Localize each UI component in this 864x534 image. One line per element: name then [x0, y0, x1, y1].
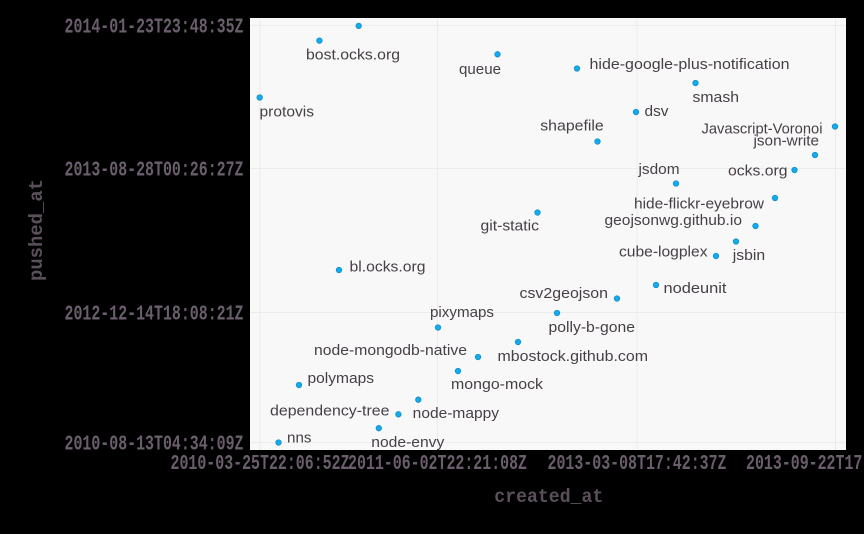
svg-text:shapefile: shapefile	[540, 118, 604, 135]
svg-text:2014-01-23T23:48:35Z: 2014-01-23T23:48:35Z	[65, 16, 244, 40]
svg-text:json-write: json-write	[752, 133, 819, 150]
svg-text:pushed_at: pushed_at	[26, 179, 48, 281]
svg-text:bost.ocks.org: bost.ocks.org	[306, 47, 400, 64]
svg-text:jsdom: jsdom	[637, 161, 679, 178]
svg-text:2013-08-28T00:26:27Z: 2013-08-28T00:26:27Z	[65, 159, 244, 183]
svg-text:geojsonwg.github.io: geojsonwg.github.io	[605, 212, 743, 229]
svg-text:2011-06-02T22:21:08Z: 2011-06-02T22:21:08Z	[348, 452, 527, 476]
svg-text:protovis: protovis	[260, 104, 315, 121]
svg-text:hide-flickr-eyebrow: hide-flickr-eyebrow	[634, 196, 764, 213]
svg-text:2010-08-13T04:34:09Z: 2010-08-13T04:34:09Z	[65, 433, 244, 457]
svg-text:nodeunit: nodeunit	[664, 280, 728, 297]
svg-text:csv2geojson: csv2geojson	[520, 285, 609, 302]
svg-text:2010-03-25T22:06:52Z: 2010-03-25T22:06:52Z	[171, 452, 350, 476]
svg-text:mongo-mock: mongo-mock	[451, 376, 544, 393]
svg-text:created_at: created_at	[494, 486, 603, 508]
svg-text:jsbin: jsbin	[732, 247, 765, 264]
svg-text:git-static: git-static	[481, 218, 540, 235]
svg-text:pixymaps: pixymaps	[430, 304, 494, 321]
svg-text:mbostock.github.com: mbostock.github.com	[498, 348, 649, 365]
svg-text:node-mappy: node-mappy	[413, 405, 500, 422]
svg-text:node-mongodb-native: node-mongodb-native	[314, 342, 467, 359]
svg-text:cube-logplex: cube-logplex	[619, 244, 708, 261]
svg-text:2013-03-08T17:42:37Z: 2013-03-08T17:42:37Z	[548, 452, 727, 476]
svg-text:2012-12-14T18:08:21Z: 2012-12-14T18:08:21Z	[65, 303, 244, 327]
svg-text:dsv: dsv	[645, 103, 670, 120]
svg-text:smash: smash	[693, 89, 740, 106]
svg-text:dependency-tree: dependency-tree	[270, 403, 390, 420]
svg-text:polymaps: polymaps	[308, 370, 375, 387]
svg-text:Javascript-Voronoi: Javascript-Voronoi	[702, 121, 823, 138]
svg-text:polly-b-gone: polly-b-gone	[549, 319, 636, 336]
svg-text:hide-google-plus-notification: hide-google-plus-notification	[590, 56, 790, 73]
svg-text:node-envy: node-envy	[371, 434, 445, 451]
svg-text:ocks.org: ocks.org	[728, 163, 788, 180]
svg-text:queue: queue	[459, 61, 501, 78]
svg-text:2013-09-22T17:46:35Z: 2013-09-22T17:46:35Z	[746, 452, 864, 476]
svg-text:nns: nns	[287, 430, 312, 447]
svg-text:bl.ocks.org: bl.ocks.org	[350, 259, 426, 276]
